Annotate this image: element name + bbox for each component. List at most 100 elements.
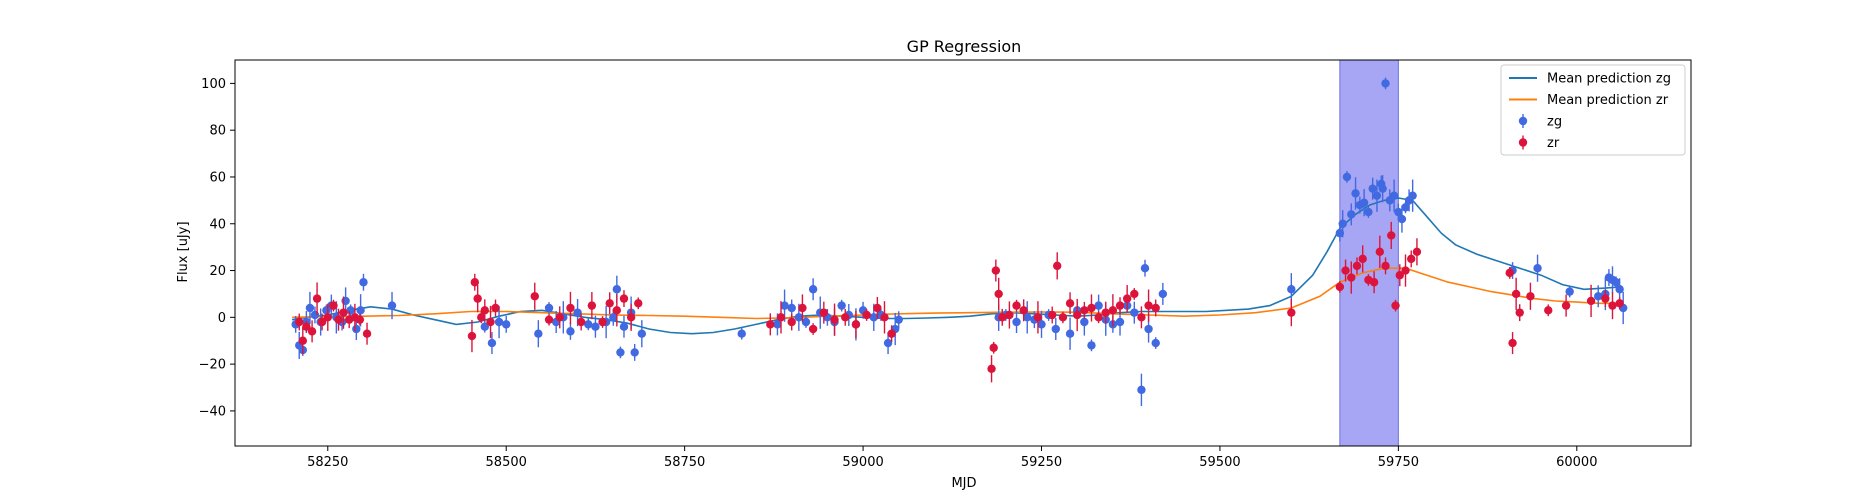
data-point-zg [1368,184,1377,193]
data-point-zg [1338,219,1347,228]
data-point-zr [467,331,477,341]
data-point-zg [359,278,368,287]
data-point-zr [808,324,818,334]
data-point-zr [994,289,1003,299]
data-point-zr [991,266,1001,275]
data-point-zg [573,308,582,317]
data-point-zg [1359,198,1369,207]
data-point-zg [1533,264,1542,273]
data-point-zr [477,313,486,322]
data-point-zr [295,317,304,327]
data-point-zr [1341,266,1350,275]
data-point-zg [1611,278,1621,287]
series-zg [291,77,1628,406]
data-point-zr [612,306,622,315]
data-point-zg [609,313,618,322]
data-point-zr [1080,306,1089,315]
data-point-zr [1358,254,1367,264]
data-point-zr [1087,303,1096,313]
data-point-zr [1137,313,1146,322]
data-point-zg [1065,329,1075,338]
data-point-zr [598,317,607,327]
legend-point-swatch [1518,116,1528,126]
data-point-zg [1158,289,1168,299]
data-point-zg [305,303,315,313]
data-point-zr [530,292,539,301]
data-point-zr [1053,261,1062,271]
data-point-zg [1381,79,1390,88]
data-point-zr [1505,268,1514,278]
data-point-zg [534,329,543,338]
x-tick-label: 59000 [842,455,883,470]
data-point-zr [998,313,1007,322]
data-point-zr [566,303,575,313]
data-point-zg [584,320,593,329]
legend-box [1500,64,1686,156]
data-point-zr [323,313,332,322]
data-point-zg [356,306,365,315]
data-point-zr [1101,308,1110,317]
data-point-zr [1511,289,1521,299]
data-point-zg [1137,385,1146,395]
data-point-zr [819,308,829,317]
data-point-zg [502,320,511,329]
data-point-zr [307,327,317,336]
data-point-zg [487,338,497,348]
data-point-zg [616,348,625,357]
plot-frame [234,59,1692,447]
data-point-zr [1033,313,1043,322]
data-point-zr [1608,301,1617,310]
data-point-zr [1115,301,1125,310]
highlight-span [1339,60,1399,446]
y-tick-label: 100 [201,77,226,92]
x-tick-label: 59500 [1199,455,1240,470]
data-point-zr [830,315,839,324]
data-point-zr [880,313,889,322]
data-point-zg [310,310,320,320]
data-point-zr [851,320,861,329]
data-point-zr [329,301,338,310]
data-point-zr [1387,231,1396,240]
data-point-zr [987,364,996,373]
data-point-zg [544,303,554,313]
axes: 58250 58500 58750 59000 59250 59500 59750 60000… [199,59,1692,470]
y-tick-label: −40 [199,404,226,419]
data-point-zr [776,313,786,322]
data-point-zg [1372,191,1382,200]
legend-label: Mean prediction zr [1547,93,1669,108]
data-point-zr [887,329,896,338]
data-point-zg [352,324,361,334]
data-point-zr [619,294,629,303]
data-point-zr [576,317,586,327]
data-point-zr [1401,266,1410,275]
data-point-zr [491,303,500,313]
data-point-zr [1058,313,1068,322]
y-tick-label: −20 [199,358,226,373]
y-tick-label: 0 [218,311,226,326]
data-point-zr [605,299,614,308]
data-point-zg [1023,313,1032,322]
data-point-zg [794,313,804,322]
data-point-zg [837,301,846,310]
data-point-zr [470,278,480,287]
x-tick-label: 58750 [664,455,705,470]
legend-label: zg [1547,115,1562,130]
data-point-zg [894,315,903,324]
data-point-zr [873,303,882,313]
data-point-zr [544,315,554,324]
data-point-zr [298,336,308,345]
data-point-zr [989,343,998,352]
data-point-zr [1335,282,1345,292]
data-point-zg [1087,341,1096,350]
data-point-zg [801,317,811,327]
data-point-zr [1615,299,1624,308]
data-point-zg [1615,285,1624,294]
data-point-zr [766,320,775,329]
data-point-zr [1526,292,1535,301]
series-zr [295,221,1624,383]
chart-title: GP Regression [907,37,1022,56]
data-point-zg [619,322,629,331]
data-point-zr [1586,296,1596,306]
data-point-zr [1412,247,1422,257]
data-point-zg [1364,207,1373,217]
